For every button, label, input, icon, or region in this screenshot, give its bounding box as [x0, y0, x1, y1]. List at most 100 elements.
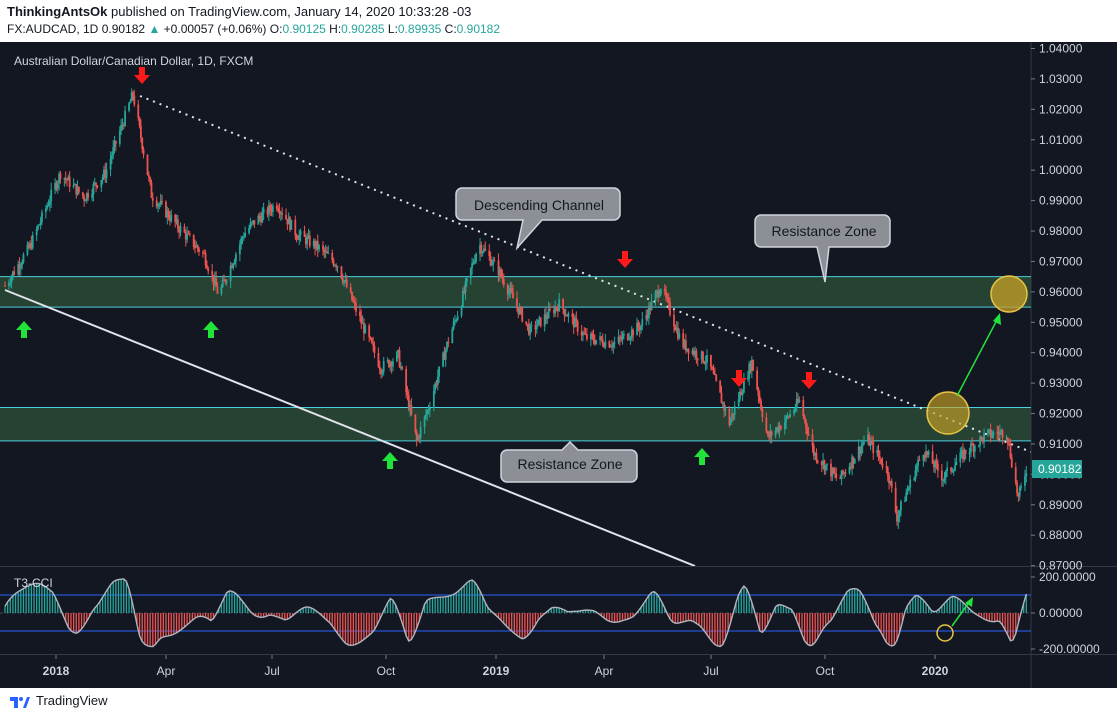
candle-down[interactable]	[830, 463, 832, 477]
candle-up[interactable]	[944, 470, 947, 478]
candle-down[interactable]	[918, 459, 921, 461]
candle-up[interactable]	[900, 501, 902, 511]
candle-down[interactable]	[768, 434, 770, 438]
candle-up[interactable]	[776, 427, 778, 431]
candle-down[interactable]	[931, 451, 934, 464]
candle-up[interactable]	[436, 376, 439, 385]
candle-down[interactable]	[275, 205, 278, 209]
candle-up[interactable]	[946, 467, 949, 471]
candle-down[interactable]	[684, 340, 687, 351]
candle-up[interactable]	[12, 271, 14, 277]
candle-up[interactable]	[648, 305, 650, 319]
candle-down[interactable]	[732, 413, 735, 415]
candle-down[interactable]	[539, 317, 542, 327]
candle-up[interactable]	[257, 215, 260, 225]
candle-down[interactable]	[418, 436, 421, 438]
candle-up[interactable]	[220, 286, 223, 294]
candle-up[interactable]	[333, 265, 336, 267]
candle-up[interactable]	[492, 260, 495, 265]
candle-up[interactable]	[444, 349, 447, 360]
candle-down[interactable]	[758, 396, 761, 401]
candle-up[interactable]	[92, 184, 95, 195]
candle-down[interactable]	[880, 458, 883, 464]
candle-up[interactable]	[8, 282, 10, 286]
candle-up[interactable]	[479, 244, 481, 254]
candle-down[interactable]	[516, 298, 518, 307]
candle-down[interactable]	[202, 251, 204, 254]
candle-up[interactable]	[72, 184, 75, 187]
candle-down[interactable]	[868, 434, 871, 446]
candle-down[interactable]	[212, 274, 215, 285]
candle-down[interactable]	[359, 311, 361, 317]
candle-down[interactable]	[926, 451, 929, 455]
candle-down[interactable]	[77, 186, 80, 193]
candle-up[interactable]	[461, 290, 464, 307]
candle-down[interactable]	[326, 251, 328, 254]
candle-up[interactable]	[686, 348, 689, 351]
candle-up[interactable]	[1024, 475, 1026, 486]
candle-up[interactable]	[1000, 430, 1003, 432]
candle-down[interactable]	[646, 315, 649, 319]
candle-up[interactable]	[175, 219, 178, 223]
candle-down[interactable]	[30, 242, 33, 249]
candle-up[interactable]	[509, 288, 512, 292]
candle-down[interactable]	[981, 437, 984, 442]
candle-down[interactable]	[203, 253, 206, 255]
candle-down[interactable]	[779, 425, 782, 430]
candle-up[interactable]	[814, 453, 817, 456]
candle-up[interactable]	[969, 443, 972, 453]
candle-up[interactable]	[927, 451, 930, 455]
candle-down[interactable]	[140, 125, 142, 139]
candle-up[interactable]	[423, 416, 426, 428]
candle-down[interactable]	[592, 335, 595, 341]
candle-up[interactable]	[336, 266, 339, 268]
candle-up[interactable]	[238, 244, 241, 255]
candle-up[interactable]	[848, 466, 851, 474]
candle-down[interactable]	[802, 400, 805, 417]
candle-up[interactable]	[774, 430, 777, 436]
candle-up[interactable]	[91, 194, 93, 198]
candle-down[interactable]	[637, 322, 640, 328]
candle-up[interactable]	[582, 332, 584, 336]
candle-up[interactable]	[843, 472, 846, 474]
candle-up[interactable]	[599, 336, 601, 340]
descending-channel-callout[interactable]: Descending Channel	[455, 187, 621, 251]
candle-down[interactable]	[360, 316, 363, 324]
candle-up[interactable]	[659, 289, 662, 295]
candle-down[interactable]	[962, 450, 964, 460]
candle-down[interactable]	[13, 271, 16, 275]
candle-up[interactable]	[261, 213, 264, 223]
candle-up[interactable]	[724, 408, 727, 411]
candle-up[interactable]	[963, 449, 966, 460]
candle-down[interactable]	[81, 192, 84, 197]
candle-up[interactable]	[427, 409, 430, 411]
candle-down[interactable]	[178, 228, 181, 233]
candle-down[interactable]	[885, 466, 888, 468]
candle-down[interactable]	[184, 232, 187, 240]
chart-svg[interactable]: Australian Dollar/Canadian Dollar, 1D, F…	[0, 42, 1117, 688]
candle-up[interactable]	[417, 436, 419, 440]
candle-up[interactable]	[822, 460, 824, 466]
candle-up[interactable]	[922, 455, 925, 461]
candle-down[interactable]	[258, 215, 261, 218]
candle-down[interactable]	[443, 352, 446, 360]
candle-down[interactable]	[138, 117, 141, 126]
candle-up[interactable]	[159, 200, 162, 205]
candle-down[interactable]	[723, 402, 726, 411]
candle-down[interactable]	[797, 399, 799, 403]
candle-up[interactable]	[386, 360, 389, 362]
candle-down[interactable]	[155, 200, 158, 207]
candle-down[interactable]	[388, 360, 390, 367]
candle-up[interactable]	[617, 336, 620, 343]
candle-up[interactable]	[19, 265, 22, 269]
candle-down[interactable]	[663, 289, 666, 291]
candle-down[interactable]	[600, 336, 603, 340]
candle-up[interactable]	[748, 363, 751, 379]
candle-down[interactable]	[603, 344, 605, 348]
candle-up[interactable]	[240, 238, 243, 245]
candle-up[interactable]	[999, 431, 1001, 435]
candle-down[interactable]	[390, 362, 393, 367]
candle-up[interactable]	[85, 193, 88, 201]
candle-down[interactable]	[165, 201, 167, 218]
candle-down[interactable]	[340, 266, 343, 279]
